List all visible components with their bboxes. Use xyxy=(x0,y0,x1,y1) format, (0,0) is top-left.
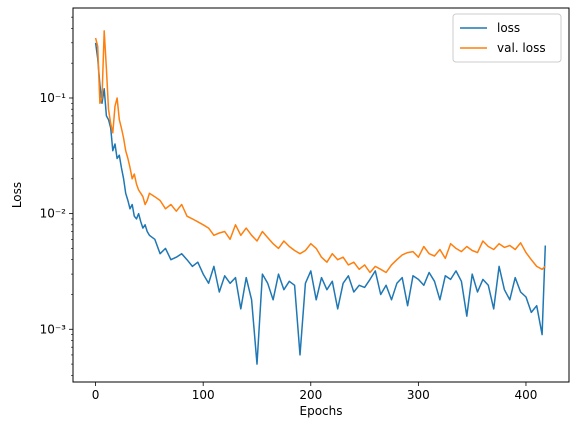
series-line-val-loss xyxy=(94,30,546,274)
x-axis-title: Epochs xyxy=(300,404,343,418)
legend-box xyxy=(452,13,562,63)
y-tick-label: 10⁻² xyxy=(40,207,67,221)
x-axis: 0 100 200 300 400 xyxy=(92,382,538,402)
y-axis: 10⁻³ 10⁻² 10⁻¹ xyxy=(40,16,73,376)
legend-label: loss xyxy=(497,21,520,35)
x-tick-label: 300 xyxy=(407,388,430,402)
x-tick-label: 400 xyxy=(515,388,538,402)
x-tick-label: 100 xyxy=(192,388,215,402)
y-axis-title: Loss xyxy=(10,182,24,208)
legend: loss val. loss xyxy=(452,13,562,63)
series-line-loss xyxy=(94,42,547,365)
legend-label: val. loss xyxy=(497,41,546,55)
y-tick-label: 10⁻³ xyxy=(40,322,67,336)
x-tick-label: 200 xyxy=(299,388,322,402)
series-layer xyxy=(94,30,547,365)
plot-frame xyxy=(72,7,570,383)
y-tick-label: 10⁻¹ xyxy=(40,91,67,105)
x-tick-label: 0 xyxy=(92,388,100,402)
